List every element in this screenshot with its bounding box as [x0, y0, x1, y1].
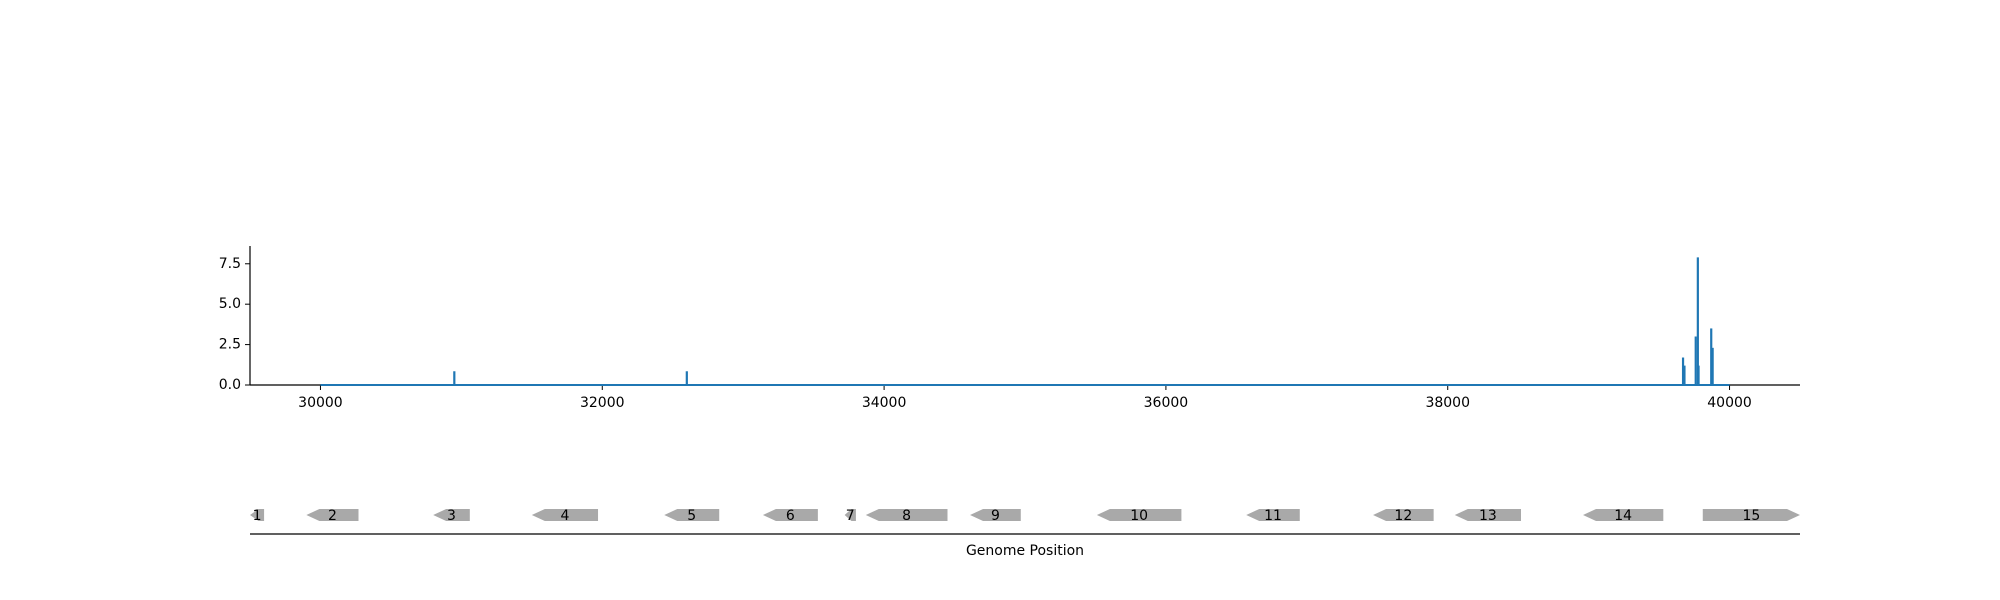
gene-label: 14 — [1614, 508, 1632, 524]
gene-arrow — [762, 509, 818, 521]
gene-arrow — [306, 509, 359, 521]
x-tick-label: 40000 — [1707, 395, 1752, 411]
y-tick-label: 0.0 — [219, 377, 241, 393]
gene-arrow — [433, 509, 470, 521]
gene-label: 5 — [687, 508, 696, 524]
gene-label: 13 — [1479, 508, 1497, 524]
gene-arrow — [865, 509, 948, 521]
gene-arrow — [1096, 509, 1182, 521]
coverage-axes: 0.0 2.5 5.0 7.5 30000 32000 34000 36000 38000 400… — [219, 246, 1800, 411]
gene-label: 12 — [1394, 508, 1412, 524]
gene-arrow — [1373, 509, 1434, 521]
gene-label: 4 — [560, 508, 569, 524]
gene-track-xlabel: Genome Position — [966, 543, 1084, 559]
gene-label: 7 — [846, 508, 855, 524]
x-tick-label: 38000 — [1425, 395, 1470, 411]
y-tick-label: 5.0 — [219, 296, 241, 312]
gene-arrow — [664, 509, 720, 521]
gene-label: 1 — [253, 508, 262, 524]
gene-label: 8 — [902, 508, 911, 524]
gene-label: 3 — [447, 508, 456, 524]
gene-arrow — [1454, 509, 1521, 521]
x-tick-label: 34000 — [862, 395, 907, 411]
gene-arrow — [250, 509, 265, 521]
y-tick-label: 7.5 — [219, 256, 241, 272]
gene-label: 6 — [786, 508, 795, 524]
coverage-marks — [320, 257, 1730, 386]
x-tick-label: 36000 — [1144, 395, 1189, 411]
gene-label: 10 — [1130, 508, 1148, 524]
gene-arrow — [1246, 509, 1300, 521]
gene-label: 2 — [328, 508, 337, 524]
gene-label: 15 — [1742, 508, 1760, 524]
y-tick-label: 2.5 — [219, 337, 241, 353]
gene-arrow — [1583, 509, 1664, 521]
gene-arrow — [970, 509, 1021, 521]
gene-label: 9 — [991, 508, 1000, 524]
gene-arrow — [1702, 509, 1800, 521]
gene-track: 1 2 3 4 5 6 7 8 9 10 11 12 13 14 15 — [250, 508, 1800, 524]
gene-arrow — [531, 509, 599, 521]
gene-label: 11 — [1264, 508, 1282, 524]
x-tick-label: 32000 — [580, 395, 625, 411]
gene-arrow — [844, 509, 856, 521]
x-tick-label: 30000 — [298, 395, 343, 411]
